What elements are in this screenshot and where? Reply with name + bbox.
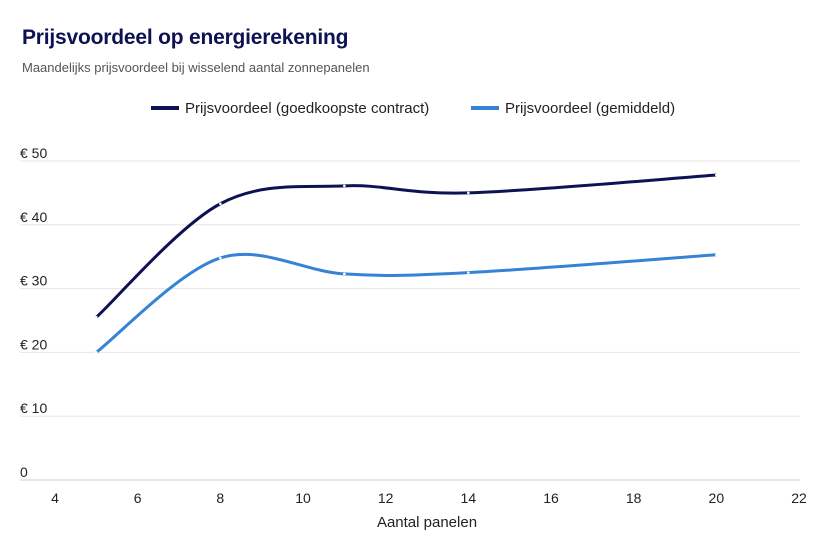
- series-line-1: [95, 173, 717, 319]
- x-tick-label: 22: [791, 490, 807, 506]
- x-tick-label: 6: [134, 490, 142, 506]
- x-tick-label: 20: [709, 490, 725, 506]
- data-point: [95, 316, 98, 319]
- data-point: [467, 191, 470, 195]
- x-axis-title: Aantal panelen: [377, 514, 477, 531]
- data-point: [219, 256, 222, 260]
- x-tick-label: 12: [378, 490, 394, 506]
- x-tick-label: 16: [543, 490, 559, 506]
- legend-label-1: Prijsvoordeel (goedkoopste contract): [185, 100, 429, 117]
- x-tick-label: 8: [216, 490, 224, 506]
- series-line-2: [95, 252, 717, 354]
- data-point: [343, 272, 346, 276]
- y-tick-label: € 50: [20, 145, 47, 161]
- chart-subtitle: Maandelijks prijsvoordeel bij wisselend …: [22, 60, 370, 75]
- y-tick-label: 0: [20, 464, 28, 480]
- chart-title: Prijsvoordeel op energierekening: [22, 26, 349, 49]
- y-tick-label: € 10: [20, 400, 47, 416]
- data-point: [715, 173, 718, 177]
- data-point: [343, 184, 346, 188]
- y-tick-label: € 30: [20, 273, 47, 289]
- x-tick-label: 10: [295, 490, 311, 506]
- data-point: [467, 271, 470, 274]
- y-tick-label: € 40: [20, 209, 47, 225]
- y-tick-label: € 20: [20, 336, 47, 352]
- data-point: [95, 351, 98, 354]
- data-point: [715, 253, 718, 257]
- x-tick-label: 4: [51, 490, 59, 506]
- x-tick-label: 14: [461, 490, 477, 506]
- x-tick-label: 18: [626, 490, 642, 506]
- data-point: [219, 202, 222, 206]
- legend-label-2: Prijsvoordeel (gemiddeld): [505, 100, 675, 117]
